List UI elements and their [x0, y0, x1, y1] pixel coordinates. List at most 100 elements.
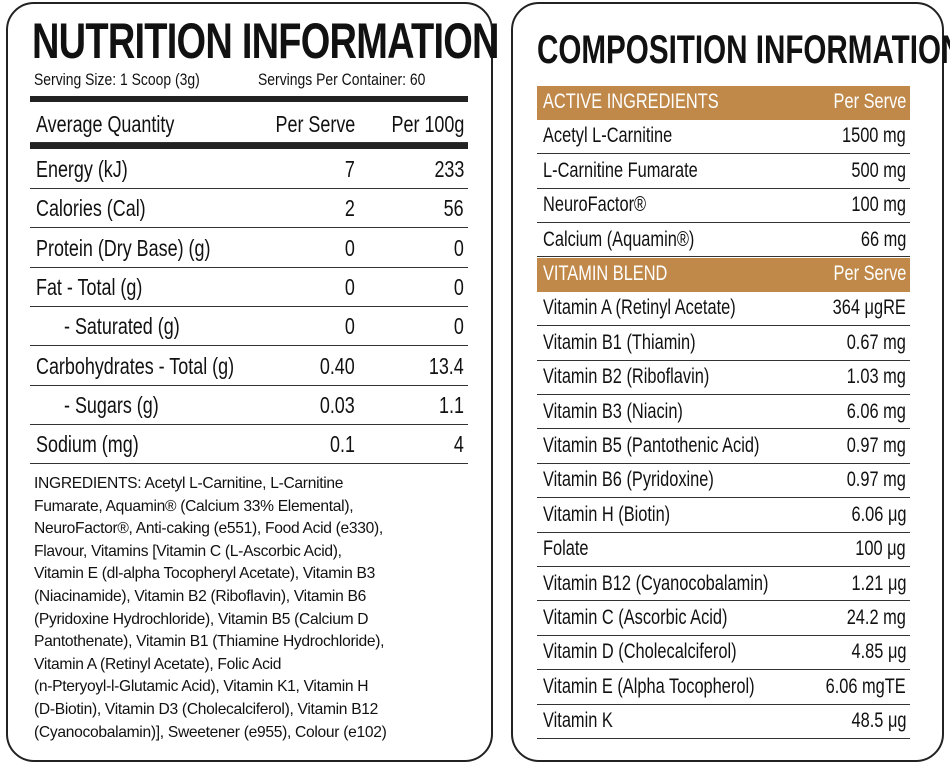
nutrient-label-text: Protein (Dry Base) (g)	[36, 234, 211, 261]
ingredient-label: Vitamin A (Retinyl Acetate)	[543, 295, 790, 321]
nutrient-label: Calories (Cal)	[36, 194, 177, 222]
vitamins-row: Vitamin D (Cholecalciferol) 4.85 μg	[537, 636, 910, 671]
ingredient-label: Folate	[543, 536, 601, 562]
ingredients-line-text: (D-Biotin), Vitamin D3 (Cholecalciferol)…	[34, 700, 379, 718]
ingredient-value: 1500 mg	[824, 123, 906, 149]
ingredients-line: Fumarate, Aquamin® (Calcium 33% Elementa…	[34, 496, 474, 519]
active-header-per-serve: Per Serve	[813, 89, 906, 115]
nutrient-per-serve: 0.03	[310, 391, 355, 419]
active-header-text: ACTIVE INGREDIENTS	[543, 90, 719, 113]
thick-divider	[30, 96, 468, 102]
nutrition-title: NUTRITION INFORMATION	[32, 13, 499, 69]
ingredient-label: Vitamin B1 (Thiamin)	[543, 330, 739, 356]
nutrient-per-100g-text: 0	[454, 313, 464, 340]
ingredient-value-text: 364 μgRE	[832, 296, 906, 320]
nutrient-per-100g: 0	[451, 234, 464, 262]
ingredients-line: (Pyridoxine Hydrochloride), Vitamin B5 (…	[34, 609, 474, 632]
header-per-serve: Per Serve	[275, 111, 355, 137]
ingredient-value-text: 6.06 mg	[846, 399, 906, 423]
ingredient-label-text: Vitamin E (Alpha Tocopherol)	[543, 674, 755, 698]
ingredients-line: (Niacinamide), Vitamin B2 (Riboflavin), …	[34, 586, 474, 609]
ingredient-label: Vitamin H (Biotin)	[543, 502, 706, 528]
nutrient-per-100g-text: 4	[454, 431, 464, 458]
ingredient-label-text: Vitamin B3 (Niacin)	[543, 399, 683, 423]
ingredient-value-text: 1.03 mg	[846, 365, 906, 389]
nutrient-label-text: Sodium (mg)	[36, 431, 139, 458]
vitamins-row: Vitamin B6 (Pyridoxine) 0.97 mg	[537, 464, 910, 499]
ingredient-value-text: 0.67 mg	[846, 330, 906, 354]
vitamins-row: Vitamin H (Biotin) 6.06 μg	[537, 499, 910, 533]
ingredient-value: 48.5 μg	[836, 708, 906, 734]
nutrient-per-serve-text: 0	[345, 313, 355, 340]
ingredient-label-text: Vitamin B1 (Thiamin)	[543, 330, 696, 354]
active-header-row: ACTIVE INGREDIENTS Per Serve	[537, 86, 910, 120]
ingredients-line-text: (n-Pteryoyl-l-Glutamic Acid), Vitamin K1…	[34, 678, 369, 696]
nutrient-per-serve: 2	[342, 194, 355, 222]
nutrient-label: Sodium (mg)	[36, 430, 168, 458]
ingredient-label: Vitamin B6 (Pyridoxine)	[543, 467, 762, 493]
vitamins-row: Vitamin E (Alpha Tocopherol) 6.06 mgTE	[537, 671, 910, 705]
ingredients-line-text: Vitamin A (Retinyl Acetate), Folic Acid	[34, 655, 282, 673]
ingredients-line: (Cyanocobalamin)], Sweetener (e955), Col…	[34, 722, 474, 745]
ingredient-label: Vitamin B2 (Riboflavin)	[543, 364, 756, 390]
nutrition-row: Sodium (mg) 0.1 4	[30, 424, 468, 465]
nutrition-row: Energy (kJ) 7 233	[30, 149, 468, 189]
vitamins-row: Vitamin B3 (Niacin) 6.06 mg	[537, 396, 910, 430]
ingredient-value: 24.2 mg	[830, 605, 906, 631]
nutrient-per-serve-text: 0.40	[320, 352, 355, 379]
ingredient-label-text: Vitamin B5 (Pantothenic Acid)	[543, 434, 760, 457]
nutrient-per-serve: 0.1	[323, 430, 355, 458]
nutrient-per-100g: 4	[451, 430, 464, 458]
nutrient-per-serve: 0	[342, 273, 355, 301]
active-row: NeuroFactor® 100 mg	[537, 189, 910, 223]
nutrient-label-text: Fat - Total (g)	[36, 273, 143, 300]
composition-information-panel: COMPOSITION INFORMATION ACTIVE INGREDIEN…	[511, 2, 950, 762]
ingredient-value-text: 4.85 μg	[851, 640, 906, 664]
nutrition-row: Fat - Total (g) 0 0	[30, 267, 468, 307]
nutrient-per-100g-text: 1.1	[439, 391, 464, 418]
ingredient-label-text: Vitamin C (Ascorbic Acid)	[543, 606, 728, 629]
ingredient-value: 100 mg	[836, 192, 906, 218]
nutrient-per-100g-text: 233	[434, 156, 464, 182]
vitamins-row: Vitamin C (Ascorbic Acid) 24.2 mg	[537, 602, 910, 636]
ingredients-line: Flavour, Vitamins [Vitamin C (L-Ascorbic…	[34, 541, 474, 564]
ingredient-value: 6.06 mg	[830, 399, 906, 425]
ingredient-value: 4.85 μg	[836, 639, 906, 665]
ingredient-value-text: 0.97 mg	[846, 468, 906, 492]
nutrient-label: Fat - Total (g)	[36, 273, 172, 301]
ingredient-label-text: Acetyl L-Carnitine	[543, 124, 673, 148]
ingredient-label-text: Vitamin A (Retinyl Acetate)	[543, 296, 736, 320]
nutrition-table-header: Average Quantity Per Serve Per 100g	[30, 102, 468, 143]
ingredients-line-text: Pantothenate), Vitamin B1 (Thiamine Hydr…	[34, 633, 385, 651]
nutrition-row: - Saturated (g) 0 0	[30, 306, 468, 347]
nutrient-per-serve-text: 0	[345, 273, 355, 300]
vitamins-header-per-serve-text: Per Serve	[833, 262, 906, 285]
composition-title: COMPOSITION INFORMATION	[537, 28, 950, 72]
nutrient-per-100g-text: 13.4	[429, 352, 464, 379]
ingredient-label-text: Vitamin B6 (Pyridoxine)	[543, 468, 714, 492]
nutrient-per-serve-text: 7	[345, 156, 355, 182]
ingredients-line-text: Flavour, Vitamins [Vitamin C (L-Ascorbic…	[34, 542, 342, 560]
ingredients-line: NeuroFactor®, Anti-caking (e551), Food A…	[34, 518, 474, 541]
active-row: L-Carnitine Fumarate 500 mg	[537, 155, 910, 189]
ingredient-value: 0.97 mg	[830, 467, 906, 493]
ingredient-value-text: 66 mg	[860, 227, 906, 251]
ingredient-label-text: Vitamin H (Biotin)	[543, 502, 671, 526]
ingredient-value: 0.67 mg	[830, 330, 906, 356]
active-header: ACTIVE INGREDIENTS	[543, 89, 768, 115]
ingredients-line-text: Fumarate, Aquamin® (Calcium 33% Elementa…	[34, 497, 354, 515]
vitamins-row: Vitamin B1 (Thiamin) 0.67 mg	[537, 327, 910, 361]
nutrient-label-text: Carbohydrates - Total (g)	[36, 352, 235, 379]
ingredients-line: Pantothenate), Vitamin B1 (Thiamine Hydr…	[34, 631, 474, 654]
vitamins-row: Vitamin B5 (Pantothenic Acid) 0.97 mg	[537, 430, 910, 464]
nutrient-label: Carbohydrates - Total (g)	[36, 352, 290, 380]
ingredient-label-text: Calcium (Aquamin®)	[543, 227, 695, 251]
nutrient-per-100g: 233	[426, 155, 464, 183]
nutrient-per-serve-text: 0.03	[320, 391, 355, 418]
serving-size: Serving Size: 1 Scoop (3g)	[34, 70, 200, 89]
ingredient-value-text: 24.2 mg	[846, 606, 906, 629]
nutrient-label: Protein (Dry Base) (g)	[36, 234, 260, 262]
vitamins-row: Vitamin B2 (Riboflavin) 1.03 mg	[537, 361, 910, 395]
ingredient-value-text: 1500 mg	[842, 124, 906, 148]
nutrient-per-100g: 0	[451, 312, 464, 340]
